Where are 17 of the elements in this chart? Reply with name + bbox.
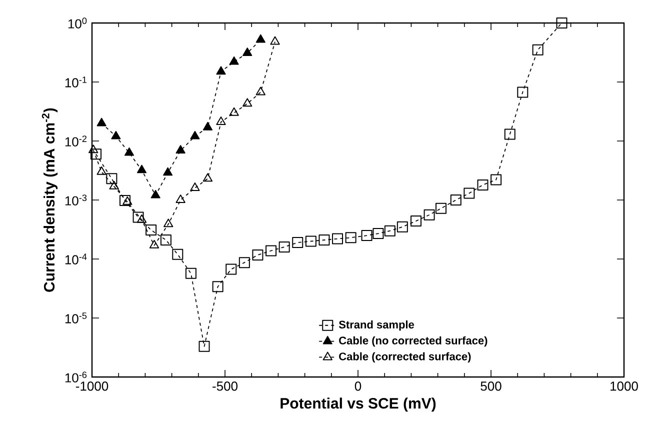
- x-axis-title: Potential vs SCE (mV): [280, 398, 436, 412]
- y-axis-title: Current density (mA cm$^{-2}$): [42, 108, 58, 292]
- legend-label: Cable (no corrected surface): [339, 336, 488, 347]
- legend-label: Strand sample: [338, 320, 414, 331]
- y-tick-label: 10$^{-4}$: [65, 254, 87, 264]
- y-tick-label: 10$^{-2}$: [65, 136, 86, 146]
- x-tick-label: 500: [480, 382, 502, 391]
- x-tick-label: 0: [354, 382, 362, 391]
- y-tick-label: 10$^{-3}$: [65, 194, 87, 206]
- y-tick-label: 10$^{-6}$: [65, 372, 87, 382]
- y-tick-label: 10$^{0}$: [68, 18, 87, 28]
- y-tick-label: 10$^{-1}$: [65, 76, 87, 88]
- x-tick-label: 1000: [610, 382, 638, 391]
- legend-label: Cable (corrected surface): [339, 352, 471, 363]
- x-tick-label: -500: [212, 382, 238, 391]
- x-tick-label: -1000: [76, 382, 108, 391]
- y-tick-label: 10$^{-5}$: [65, 312, 87, 324]
